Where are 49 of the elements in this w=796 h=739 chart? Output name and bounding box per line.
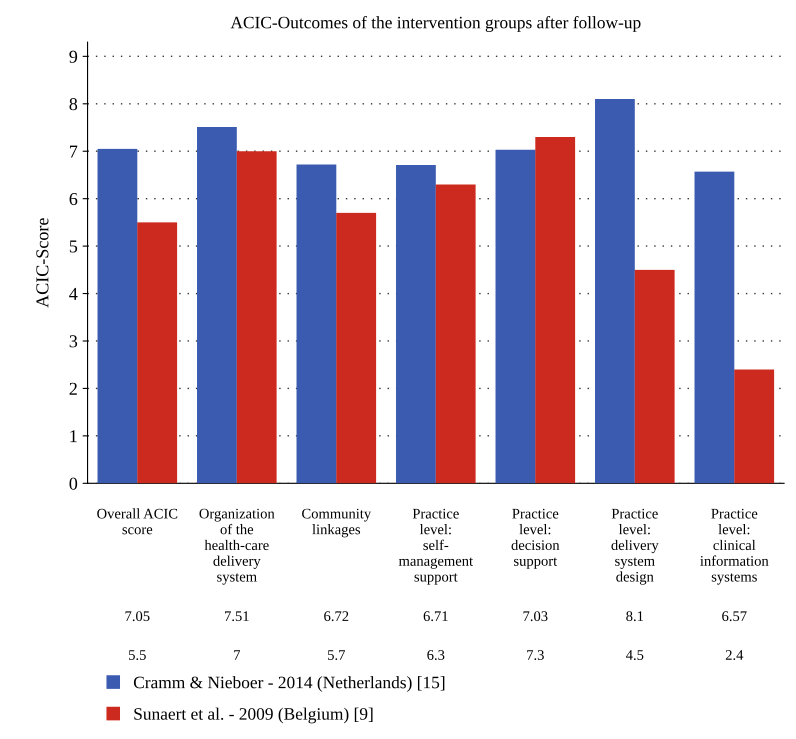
bar bbox=[634, 270, 675, 484]
bar bbox=[496, 150, 536, 484]
bar bbox=[296, 164, 336, 484]
y-tick-label: 5 bbox=[70, 240, 78, 253]
bar bbox=[396, 164, 436, 484]
data-label: 2.4 bbox=[726, 650, 744, 660]
data-label: 7.03 bbox=[524, 611, 548, 622]
bar bbox=[694, 172, 734, 484]
y-tick-label: 8 bbox=[70, 98, 78, 110]
y-tick-label: 1 bbox=[70, 430, 77, 442]
bar bbox=[595, 99, 635, 484]
bar bbox=[236, 151, 277, 484]
bar bbox=[98, 148, 138, 484]
data-label: 5.7 bbox=[328, 650, 346, 660]
legend-label: Sunaert et al. - 2009 (Belgium) [9] bbox=[134, 708, 372, 724]
x-tick-label: Community linkages bbox=[302, 508, 372, 538]
x-tick-label: Practice level: decision support bbox=[512, 508, 560, 569]
chart-title: ACIC-Outcomes of the intervention groups after follow-up bbox=[230, 16, 641, 32]
data-label: 6.71 bbox=[424, 611, 448, 622]
bar bbox=[336, 212, 376, 484]
y-tick-label: 2 bbox=[70, 382, 77, 395]
data-label: 7.05 bbox=[126, 611, 150, 622]
y-tick-label: 4 bbox=[69, 288, 78, 300]
data-label: 7.51 bbox=[225, 611, 249, 622]
data-label: 7 bbox=[234, 650, 240, 660]
bar bbox=[734, 369, 774, 484]
data-label: 6.57 bbox=[722, 611, 747, 622]
y-tick-label: 6 bbox=[70, 192, 78, 206]
data-label: 6.3 bbox=[427, 650, 444, 660]
x-tick-label: Practice level: self- management support bbox=[398, 508, 473, 585]
data-label: 4.5 bbox=[626, 650, 644, 660]
data-label: 6.72 bbox=[324, 611, 348, 622]
bar bbox=[137, 222, 178, 484]
data-label: 8.1 bbox=[626, 611, 644, 622]
bar bbox=[197, 127, 237, 484]
legend-label: Cramm & Nieboer - 2014 (Netherlands) [15] bbox=[134, 676, 444, 692]
y-tick-label: 0 bbox=[70, 478, 78, 490]
y-tick-label: 7 bbox=[70, 146, 78, 158]
x-tick-label: Overall ACIC score bbox=[97, 508, 178, 534]
y-axis-title: ACIC-Score bbox=[36, 218, 48, 308]
x-tick-label: Organization of the health-care delivery system bbox=[199, 508, 275, 585]
bar bbox=[436, 184, 476, 484]
bar bbox=[535, 137, 576, 484]
x-tick-label: Practice level: delivery system design bbox=[611, 508, 659, 585]
y-tick-label: 9 bbox=[69, 50, 78, 63]
data-label: 5.5 bbox=[129, 650, 146, 660]
data-label: 7.3 bbox=[527, 650, 544, 660]
x-tick-label: Practice level: clinical information systems bbox=[700, 508, 769, 585]
y-tick-label: 3 bbox=[70, 335, 78, 348]
